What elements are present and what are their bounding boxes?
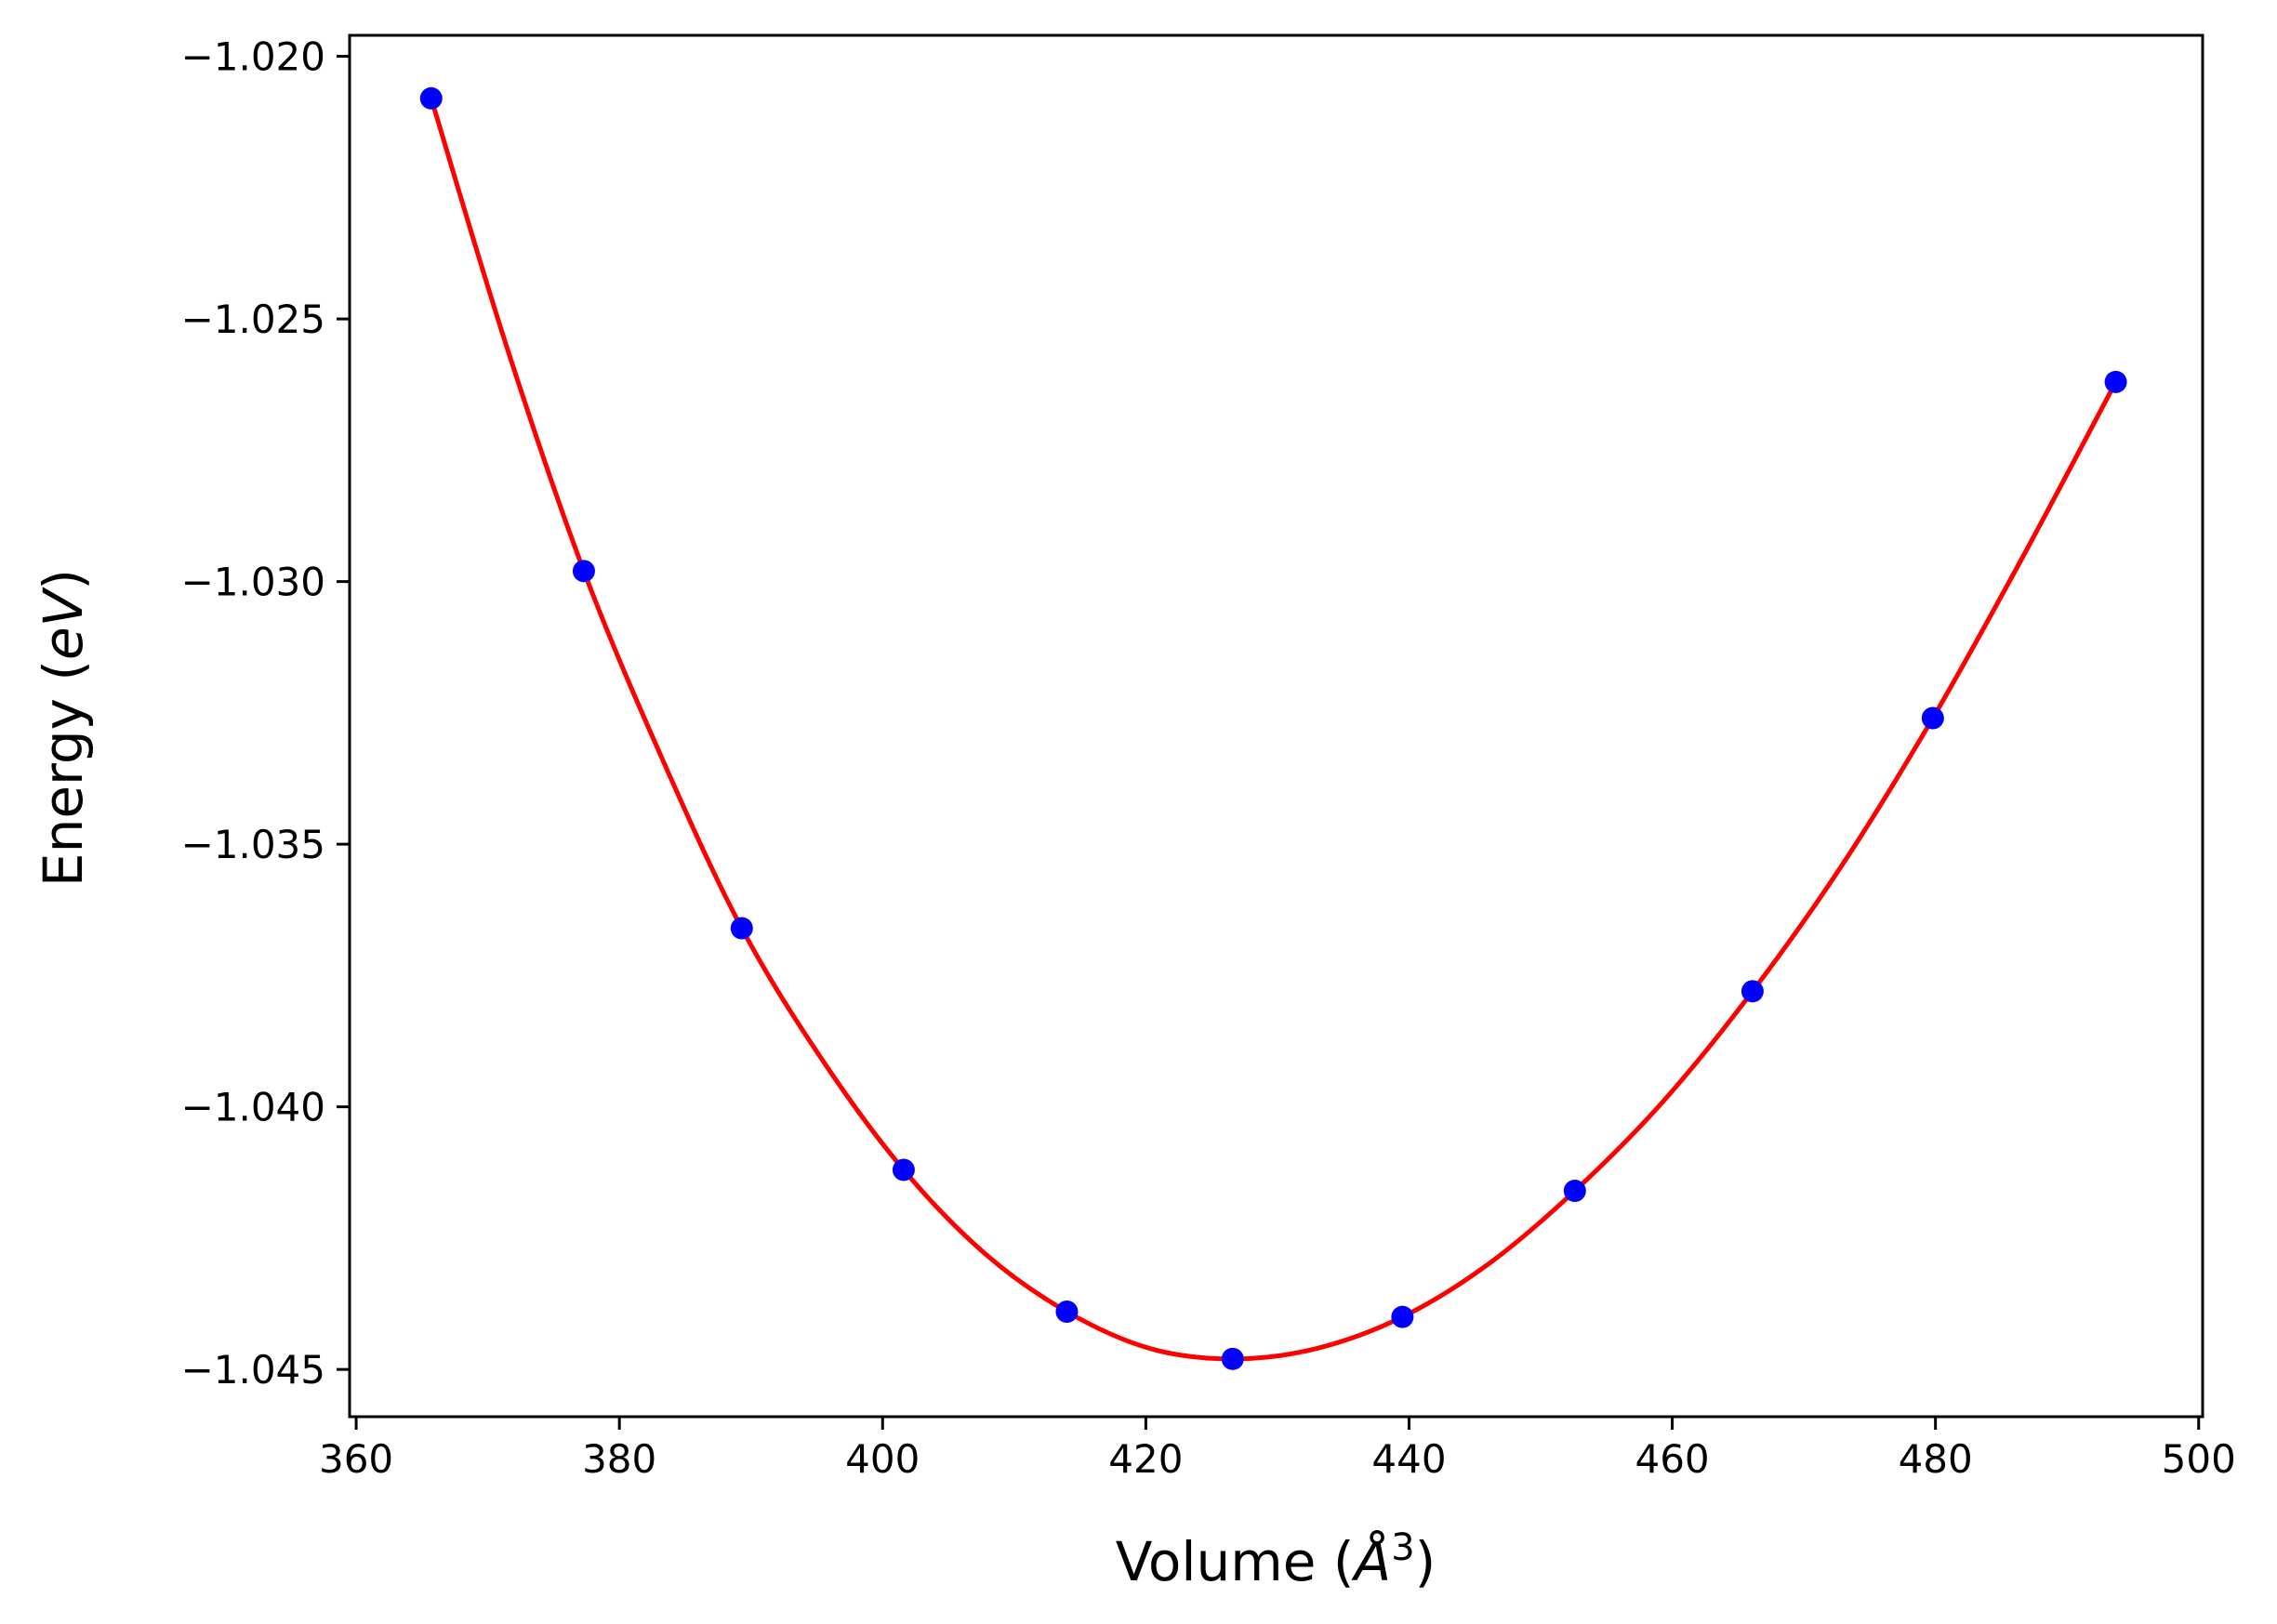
x-axis-ticks: 360 380 400 420 440 460 480 500 xyxy=(319,1417,2236,1482)
data-point xyxy=(1391,1305,1414,1328)
x-tick-label: 400 xyxy=(845,1436,920,1482)
data-point xyxy=(892,1158,915,1182)
x-tick-label: 420 xyxy=(1108,1436,1183,1482)
x-tick-label: 460 xyxy=(1635,1436,1709,1482)
x-axis-label: Volume (Å3) xyxy=(1116,1526,1436,1593)
axes-frame xyxy=(348,33,2204,1419)
y-tick-label: −1.040 xyxy=(181,1085,325,1130)
data-point xyxy=(2104,370,2127,393)
x-tick-label: 360 xyxy=(319,1436,393,1482)
x-tick-label: 440 xyxy=(1371,1436,1446,1482)
x-tick-label: 480 xyxy=(1899,1436,1973,1482)
y-tick-label: −1.020 xyxy=(181,34,325,80)
y-tick-label: −1.025 xyxy=(181,297,325,342)
y-axis-label: Energy (eV) xyxy=(32,569,95,887)
y-tick-label: −1.035 xyxy=(181,822,325,867)
x-tick-label: 500 xyxy=(2162,1436,2236,1482)
y-axis-ticks: −1.020 −1.025 −1.030 −1.035 −1.040 −1.045 xyxy=(181,34,350,1393)
data-point xyxy=(1741,980,1764,1003)
data-point xyxy=(1221,1347,1244,1370)
data-point xyxy=(419,86,443,110)
y-tick-label: −1.045 xyxy=(181,1347,325,1393)
data-point xyxy=(1563,1180,1586,1203)
plot-area xyxy=(419,86,2127,1370)
data-point xyxy=(730,917,753,940)
y-tick-label: −1.030 xyxy=(181,560,325,605)
data-point xyxy=(1055,1301,1079,1323)
fit-curve xyxy=(429,98,2118,1362)
x-tick-label: 380 xyxy=(582,1436,656,1482)
data-point xyxy=(572,560,595,583)
data-point xyxy=(1921,706,1944,730)
